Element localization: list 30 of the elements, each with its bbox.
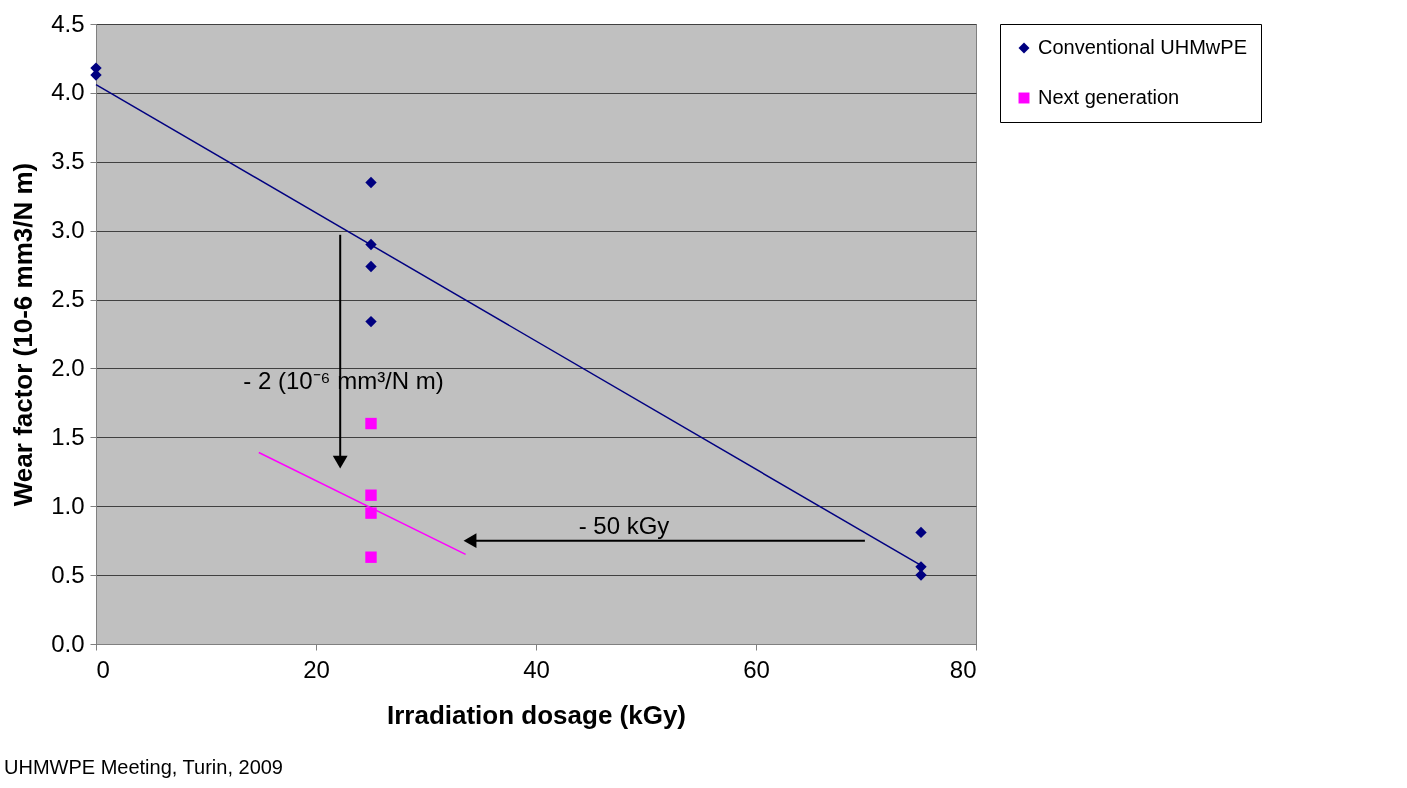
point (365, 417, 377, 430)
y-tick-label: 3.5 (51, 147, 85, 175)
y-tick-label: 3.0 (51, 216, 85, 244)
point (365, 176, 377, 189)
y-tick-label: 4.5 (51, 9, 85, 37)
point (365, 238, 377, 251)
point (365, 315, 377, 328)
point (365, 507, 377, 519)
point (915, 526, 927, 539)
x-tick-label: 20 (303, 655, 330, 683)
text: UHMWPE Meeting, Turin, 2009 (4, 756, 283, 779)
point (365, 489, 377, 501)
y-tick-label: 0.5 (51, 560, 85, 588)
legend-label: Conventional UHMwPE (1038, 36, 1247, 58)
x-tick-label: 80 (949, 655, 977, 683)
point (365, 551, 377, 563)
y-tick-label: 1.5 (51, 422, 85, 450)
x-tick-label: 0 (96, 655, 110, 683)
y-tick-label: 1.0 (51, 491, 85, 519)
point (365, 260, 377, 273)
y-tick-label: 2.5 (51, 285, 85, 313)
y-axis-title: Wear factor (10-6 mm3/N m) (8, 162, 39, 507)
legend-label: Next generation (1038, 86, 1180, 108)
x-axis-title: Irradiation dosage (kGy) (386, 699, 687, 730)
y-tick-label: 2.0 (51, 353, 85, 381)
x-tick-label: 40 (523, 655, 550, 683)
y-tick-label: 0.0 (51, 629, 85, 657)
x-tick-label: 60 (743, 655, 770, 683)
y-tick-label: 4.0 (51, 78, 85, 106)
annotation: - 50 kGy (578, 511, 670, 539)
